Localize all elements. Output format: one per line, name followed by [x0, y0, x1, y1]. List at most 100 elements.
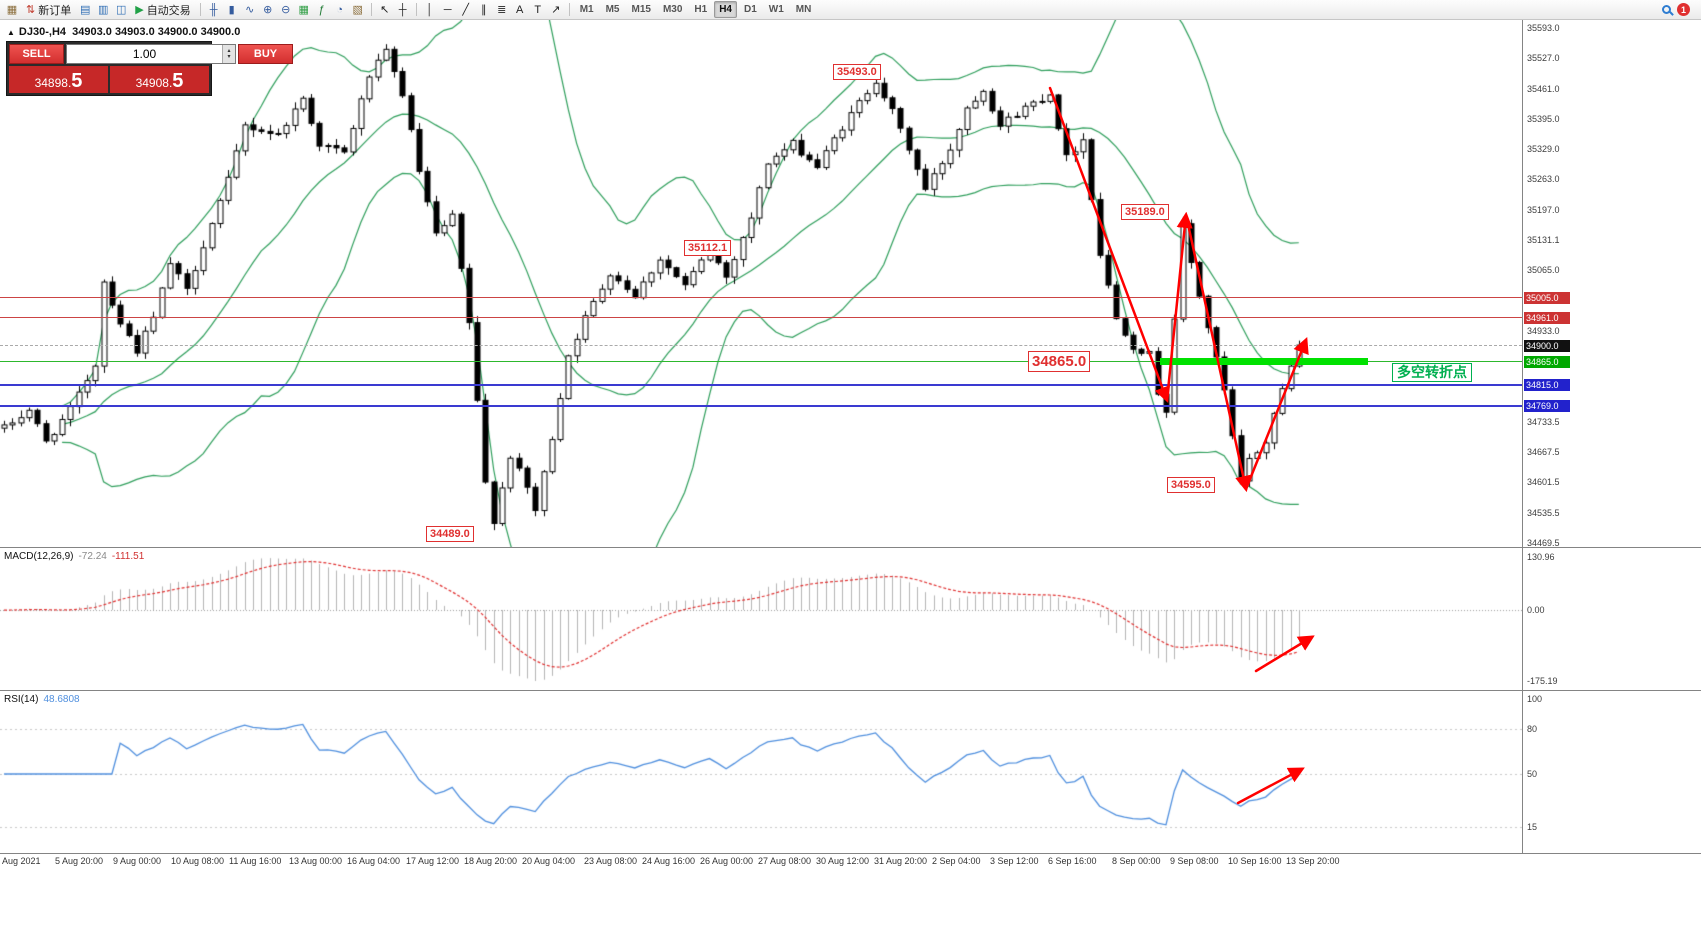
- one-click-trading-panel: SELL ▴ ▾ BUY 34898.5 34908.5: [6, 41, 293, 96]
- rsi-panel-canvas[interactable]: [0, 692, 1522, 853]
- macd-panel-canvas[interactable]: [0, 549, 1522, 689]
- lot-spinner[interactable]: ▴ ▾: [222, 45, 235, 63]
- time-axis-label: 16 Aug 04:00: [347, 856, 401, 866]
- macd-signal-value: -111.51: [111, 551, 145, 562]
- buy-price[interactable]: 34908. 5: [110, 66, 209, 93]
- ohlc-values: 34903.0 34903.0 34900.0 34900.0: [72, 26, 241, 38]
- arrows-tool-icon[interactable]: ↗: [551, 4, 561, 16]
- label-icon[interactable]: T: [534, 3, 542, 16]
- sell-price-big-digit: 5: [71, 70, 83, 92]
- new-order-button-icon: ⇅: [26, 4, 36, 16]
- templates-icon[interactable]: ▧: [352, 4, 363, 16]
- rsi-scale-label: 15: [1527, 821, 1538, 832]
- price-tick: 35131.1: [1527, 234, 1560, 245]
- time-axis-label: 9 Aug 00:00: [113, 856, 162, 866]
- data-window-icon[interactable]: ◫: [116, 4, 127, 16]
- vertical-line-icon[interactable]: │: [426, 3, 434, 16]
- price-level-label: 34769.0: [1524, 399, 1570, 412]
- sell-button[interactable]: SELL: [9, 44, 64, 64]
- rsi-scale-label: 50: [1527, 769, 1538, 779]
- zoom-in-icon[interactable]: ⊕: [263, 4, 273, 16]
- rsi-scale-label: 100: [1527, 694, 1543, 704]
- search-icon[interactable]: [1662, 5, 1671, 14]
- time-axis-label: 30 Aug 12:00: [816, 856, 870, 866]
- time-axis-label: 5 Aug 20:00: [55, 856, 104, 866]
- crosshair-icon[interactable]: ┼: [398, 3, 407, 16]
- time-axis-label: 17 Aug 12:00: [406, 856, 460, 866]
- price-tick: 34535.5: [1527, 507, 1560, 518]
- bar-chart-icon[interactable]: ╫: [209, 3, 218, 16]
- lot-spin-up-icon[interactable]: ▴: [227, 48, 231, 54]
- candlestick-chart-icon[interactable]: ▮: [228, 4, 235, 16]
- time-axis-label: 2 Sep 04:00: [932, 856, 981, 866]
- line-chart-icon[interactable]: ∿: [245, 4, 255, 16]
- time-axis-label: 18 Aug 20:00: [464, 856, 518, 866]
- main-macd-separator[interactable]: [0, 547, 1701, 548]
- toolbar-separator: [568, 3, 570, 16]
- price-tick: 35329.0: [1527, 144, 1560, 154]
- indicators-icon[interactable]: ƒ: [318, 3, 325, 16]
- new-order-button[interactable]: ⇅ 新订单: [21, 1, 76, 18]
- time-axis-label: 23 Aug 08:00: [584, 856, 638, 866]
- macd-rsi-separator[interactable]: [0, 690, 1701, 691]
- trendline-icon[interactable]: ╱: [462, 4, 469, 16]
- horizontal-line-icon[interactable]: ─: [443, 3, 452, 16]
- time-axis-label: 13 Sep 20:00: [1286, 856, 1340, 866]
- macd-scale-label: 0.00: [1527, 605, 1545, 616]
- toolbar-separator: [415, 3, 417, 16]
- time-axis-label: 10 Aug 08:00: [171, 856, 225, 866]
- time-axis-label: 26 Aug 00:00: [700, 856, 754, 866]
- price-scale-divider: [1522, 20, 1523, 853]
- periods-icon[interactable]: ◔: [336, 3, 344, 16]
- timeframe-m30[interactable]: M30: [662, 4, 683, 15]
- timeframe-m1[interactable]: M1: [579, 4, 594, 15]
- notification-badge[interactable]: 1: [1677, 3, 1690, 16]
- macd-title: MACD(12,26,9): [4, 551, 74, 562]
- chart-profiles-icon[interactable]: ▤: [80, 4, 91, 16]
- price-tick: 35263.0: [1527, 174, 1560, 185]
- price-tick: 34733.5: [1527, 416, 1560, 427]
- time-axis-label: 8 Sep 00:00: [1112, 856, 1161, 866]
- timeframe-h4[interactable]: H4: [714, 1, 737, 18]
- time-axis-label: 10 Sep 16:00: [1228, 856, 1282, 866]
- timeframe-d1[interactable]: D1: [744, 4, 757, 15]
- toolbar-right-group: 1: [1662, 3, 1698, 16]
- channel-icon[interactable]: ∥: [480, 4, 487, 16]
- sell-price[interactable]: 34898. 5: [9, 66, 108, 93]
- timeframe-mn[interactable]: MN: [795, 4, 812, 15]
- symbol-ohlc-line: ▲ DJ30-,H4 34903.0 34903.0 34900.0 34900.…: [7, 26, 240, 38]
- cursor-icon[interactable]: ↖: [380, 4, 390, 16]
- rsi-value: 48.6808: [43, 694, 80, 705]
- time-axis-label: 6 Sep 16:00: [1048, 856, 1097, 866]
- price-tick: 35065.0: [1527, 265, 1560, 276]
- price-tick: 35197.0: [1527, 204, 1560, 215]
- text-icon[interactable]: A: [516, 3, 524, 16]
- timeframe-m5[interactable]: M5: [605, 4, 620, 15]
- timeframe-m15[interactable]: M15: [631, 4, 651, 15]
- price-level-label: 34815.0: [1524, 378, 1570, 391]
- buy-button[interactable]: BUY: [238, 44, 293, 64]
- fibonacci-icon[interactable]: ≣: [497, 4, 507, 16]
- macd-indicator-label: MACD(12,26,9) -72.24 -111.51: [4, 551, 144, 562]
- sell-price-main: 34898.: [34, 76, 72, 90]
- time-axis-label: 13 Aug 00:00: [289, 856, 343, 866]
- time-axis-label: 24 Aug 16:00: [642, 856, 696, 866]
- price-tick: 34601.5: [1527, 477, 1560, 488]
- lot-spin-down-icon[interactable]: ▾: [227, 54, 231, 60]
- main-chart-canvas[interactable]: [0, 20, 1522, 547]
- chart-marker-icon: ▲: [7, 28, 15, 37]
- timeframe-h1[interactable]: H1: [694, 4, 708, 15]
- market-watch-icon[interactable]: ▥: [98, 4, 109, 16]
- lot-size-input[interactable]: [67, 45, 222, 63]
- zoom-out-icon[interactable]: ⊖: [281, 4, 291, 16]
- time-axis-line: [0, 853, 1701, 854]
- autotrading-button-icon: ▶: [135, 4, 144, 16]
- macd-scale-label: 130.96: [1527, 552, 1555, 562]
- timeframe-w1[interactable]: W1: [768, 4, 784, 15]
- tile-windows-icon[interactable]: ▦: [298, 4, 309, 16]
- symbol-title: DJ30-,H4: [18, 26, 66, 38]
- new-chart-icon[interactable]: ▦: [6, 4, 18, 16]
- buy-price-big-digit: 5: [172, 70, 184, 92]
- autotrading-button[interactable]: ▶ 自动交易: [130, 1, 195, 18]
- time-axis-label: 3 Sep 12:00: [990, 856, 1039, 866]
